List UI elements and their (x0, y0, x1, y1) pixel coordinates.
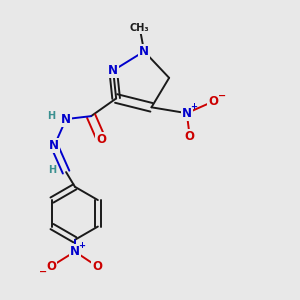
Text: O: O (92, 260, 102, 273)
Text: −: − (39, 267, 47, 277)
Text: O: O (46, 260, 56, 273)
Text: N: N (61, 112, 71, 126)
Text: N: N (49, 139, 59, 152)
Text: N: N (139, 45, 149, 58)
Text: O: O (96, 133, 106, 146)
Text: H: H (48, 165, 56, 175)
Text: O: O (185, 130, 195, 143)
Text: O: O (208, 95, 218, 108)
Text: N: N (108, 64, 118, 77)
Text: H: H (47, 110, 56, 121)
Text: N: N (182, 107, 192, 120)
Text: CH₃: CH₃ (130, 23, 149, 33)
Text: N: N (70, 245, 80, 258)
Text: +: + (78, 241, 85, 250)
Text: −: − (218, 91, 226, 101)
Text: +: + (190, 102, 197, 111)
